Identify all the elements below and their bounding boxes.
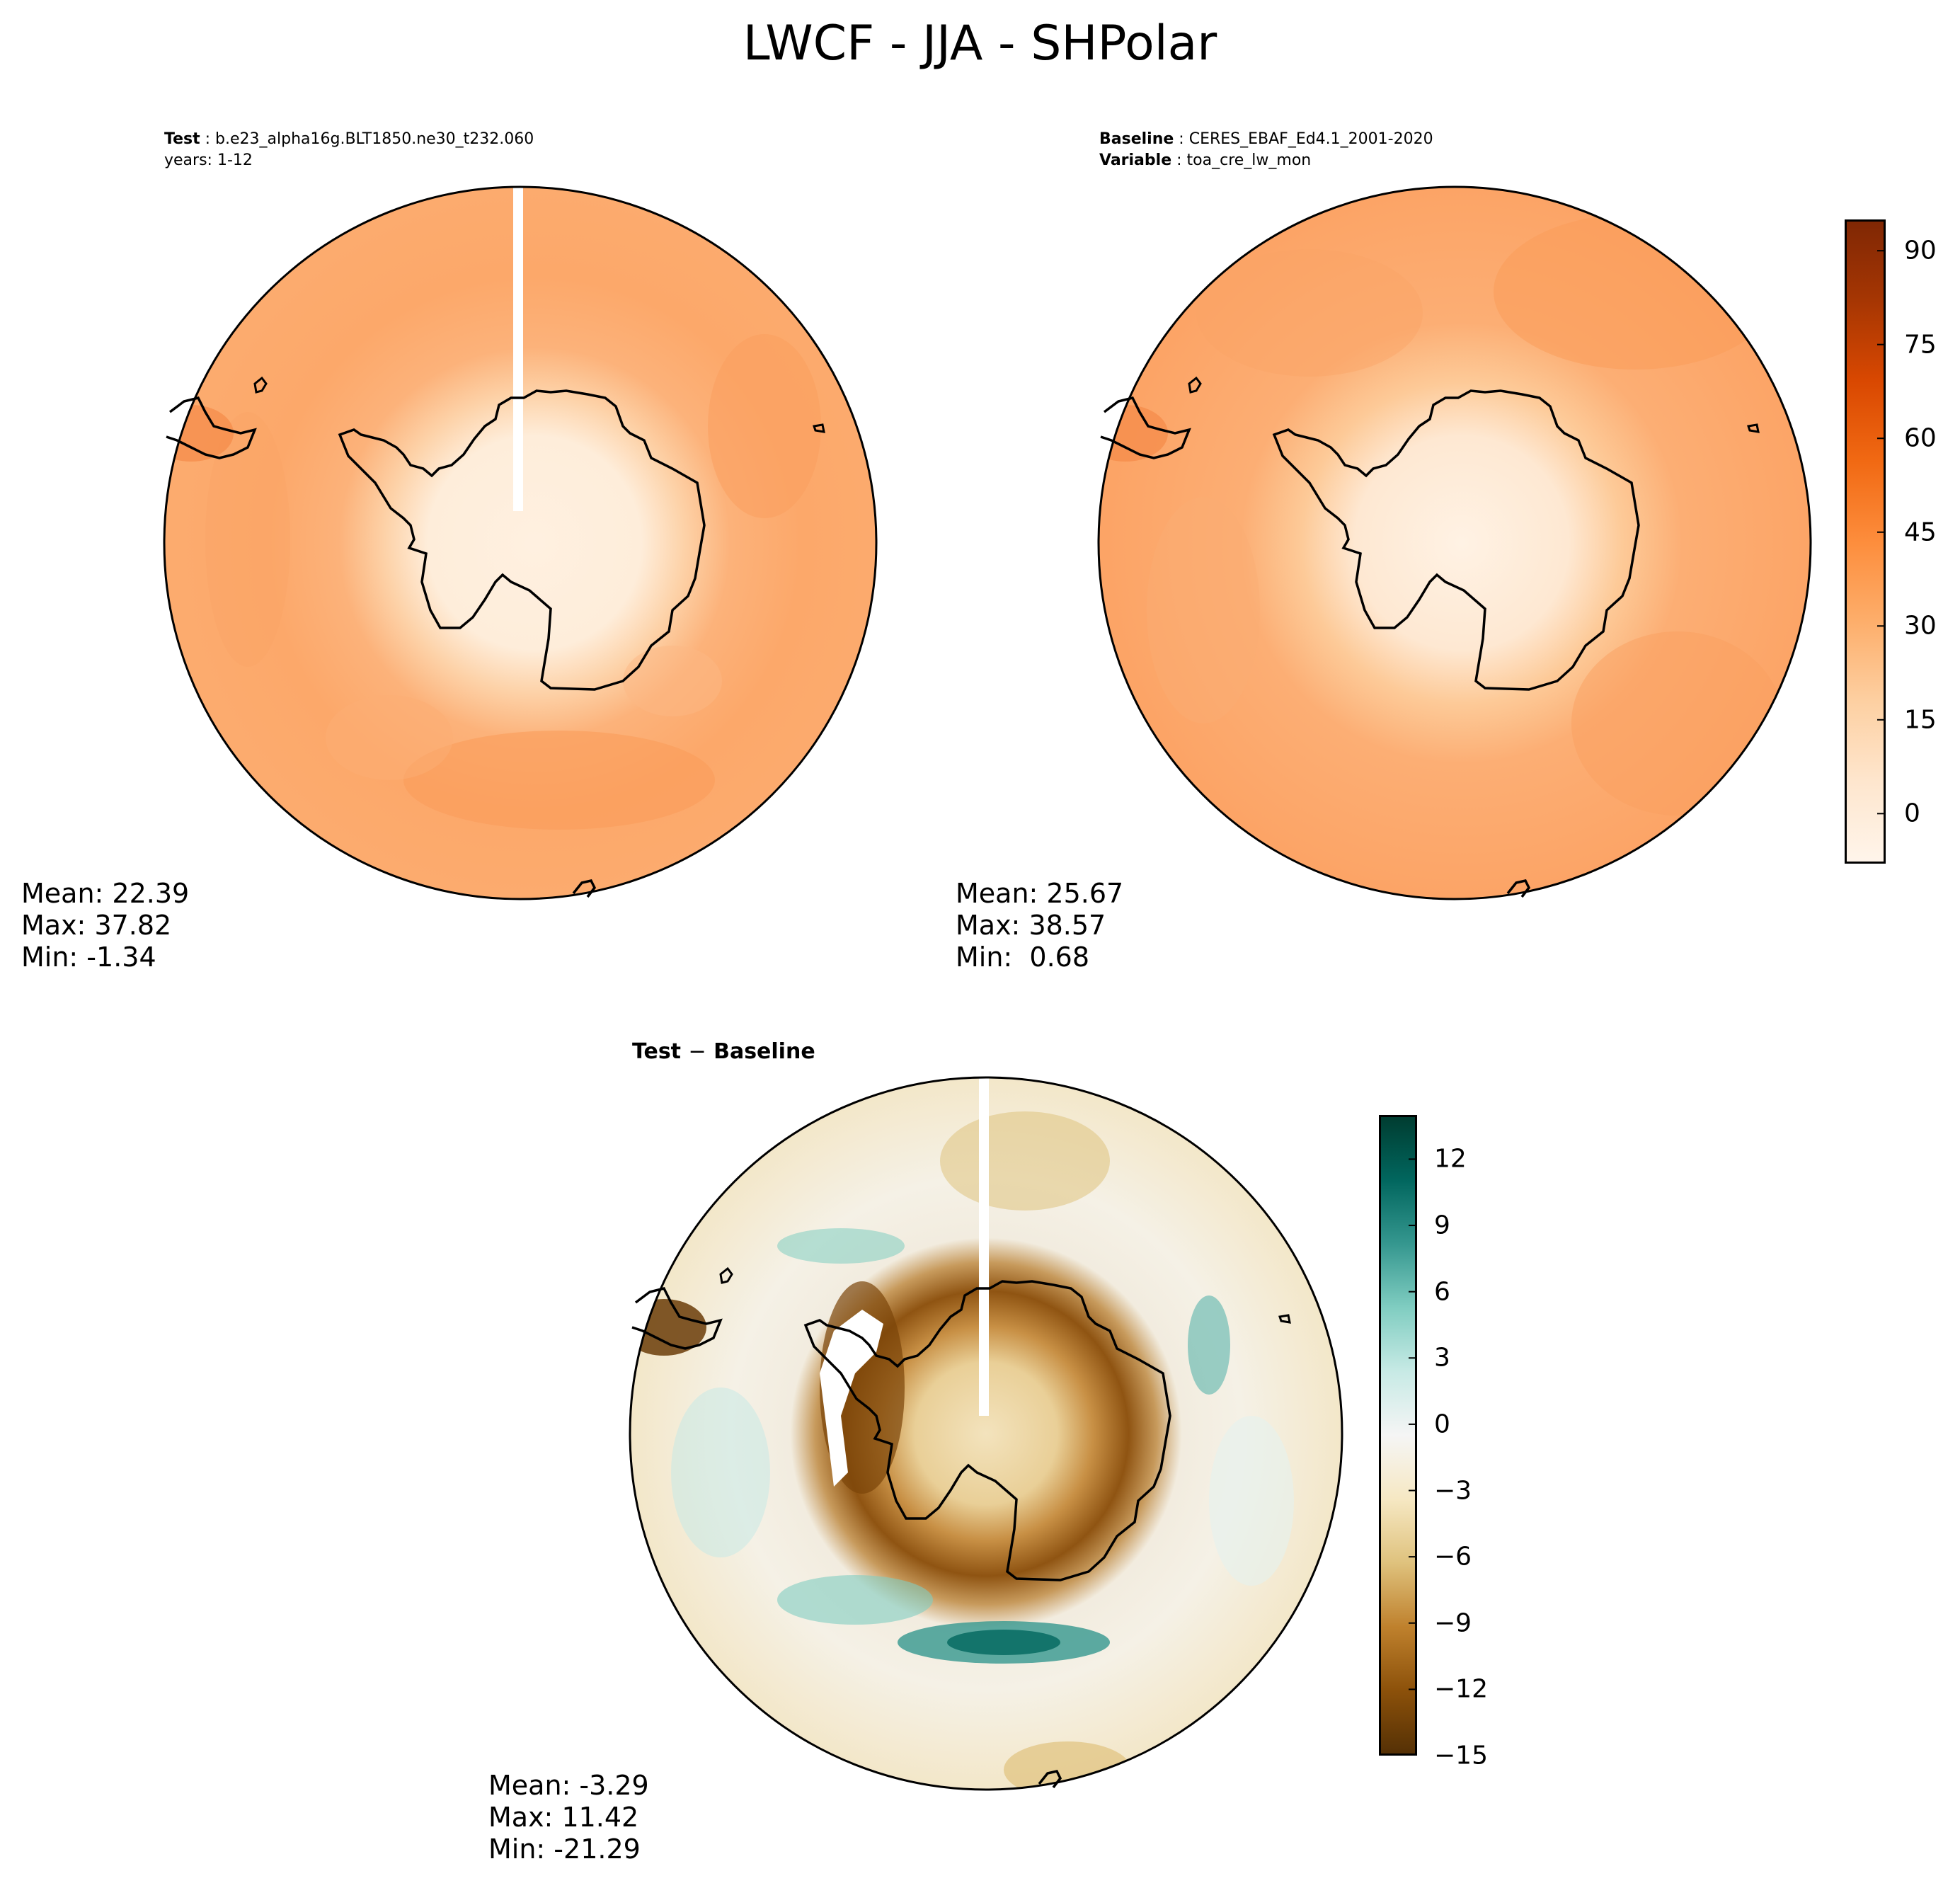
baseline-stats: Mean: 25.67 Max: 38.57 Min: 0.68: [956, 878, 1123, 973]
diff-colorbar-tick-label: −6: [1434, 1542, 1472, 1572]
diff-title: Test − Baseline: [632, 1039, 815, 1064]
diff-mean: Mean: -3.29: [488, 1770, 649, 1801]
test-map-border: [163, 185, 878, 900]
diff-title-sep: −: [688, 1039, 706, 1064]
diff-colorbar-tick-labels: −15 −12 −9 −6 −3 0 3 6 9 12: [1434, 1115, 1505, 1770]
diff-colorbar-tick-label: −12: [1434, 1674, 1488, 1704]
diff-colorbar-tick-label: 0: [1434, 1409, 1450, 1439]
main-colorbar-tick-label: 75: [1904, 330, 1937, 360]
baseline-south-america-outline: [1100, 396, 1191, 459]
diff-map: [629, 1076, 1343, 1791]
diff-island-outline: [719, 1266, 733, 1284]
main-colorbar-tick-labels: 0 15 30 45 60 75 90: [1904, 219, 1954, 864]
main-colorbar: [1845, 219, 1886, 864]
baseline-island-outline: [1188, 376, 1202, 394]
test-antarctica-coastline: [338, 389, 706, 691]
test-min: Min: -1.34: [21, 942, 156, 973]
test-max: Max: 37.82: [21, 910, 172, 941]
diff-missing-region: [820, 1310, 883, 1487]
baseline-max: Max: 38.57: [956, 910, 1106, 941]
test-case-name: b.e23_alpha16g.BLT1850.ne30_t232.060: [215, 130, 534, 148]
baseline-mean: Mean: 25.67: [956, 878, 1124, 909]
test-label: Test: [164, 130, 200, 148]
diff-colorbar-tick-label: 3: [1434, 1343, 1450, 1373]
baseline-min: Min: 0.68: [956, 942, 1089, 973]
main-colorbar-tick-label: 30: [1904, 611, 1937, 641]
main-colorbar-tick-label: 90: [1904, 236, 1937, 265]
main-colorbar-tick-label: 60: [1904, 423, 1937, 453]
diff-south-america-outline: [631, 1286, 723, 1350]
diff-colorbar-tick-label: −15: [1434, 1741, 1488, 1770]
test-island-outline-2: [813, 423, 825, 433]
diff-colorbar-tick-label: 12: [1434, 1144, 1467, 1174]
baseline-label: Baseline: [1099, 130, 1174, 148]
baseline-map: [1097, 185, 1812, 900]
baseline-header: Baseline : CERES_EBAF_Ed4.1_2001-2020 Va…: [1099, 130, 1433, 169]
baseline-island-outline-2: [1747, 423, 1760, 433]
diff-colorbar-tick-label: 9: [1434, 1211, 1450, 1240]
diff-colorbar-tick-label: −3: [1434, 1476, 1472, 1506]
diff-title-baseline: Baseline: [713, 1039, 815, 1064]
test-south-america-outline: [166, 396, 257, 459]
main-colorbar-fill: [1845, 219, 1886, 864]
diff-island-outline-2: [1278, 1314, 1291, 1324]
main-colorbar-tick-label: 0: [1904, 799, 1920, 828]
test-years: years: 1-12: [164, 151, 253, 169]
diff-colorbar-tick-label: −9: [1434, 1608, 1472, 1638]
test-mean: Mean: 22.39: [21, 878, 190, 909]
figure-title: LWCF - JJA - SHPolar: [743, 16, 1217, 71]
diff-colorbar: [1379, 1115, 1417, 1756]
diff-data-gap: [979, 1077, 989, 1416]
diff-colorbar-tick-label: 6: [1434, 1277, 1450, 1307]
diff-antarctica-coastline: [803, 1280, 1171, 1581]
main-colorbar-tick-label: 15: [1904, 705, 1937, 735]
diff-map-border: [629, 1076, 1343, 1791]
variable-name: toa_cre_lw_mon: [1186, 151, 1312, 169]
baseline-dataset: CERES_EBAF_Ed4.1_2001-2020: [1188, 130, 1433, 148]
baseline-map-border: [1097, 185, 1812, 900]
test-stats: Mean: 22.39 Max: 37.82 Min: -1.34: [21, 878, 189, 973]
test-header: Test : b.e23_alpha16g.BLT1850.ne30_t232.…: [164, 129, 534, 171]
test-map: [163, 185, 878, 900]
diff-stats: Mean: -3.29 Max: 11.42 Min: -21.29: [488, 1770, 649, 1865]
diff-title-test: Test: [632, 1039, 682, 1064]
main-colorbar-tick-label: 45: [1904, 517, 1937, 547]
diff-max: Max: 11.42: [488, 1802, 639, 1833]
test-data-gap: [513, 187, 523, 511]
test-island-outline: [253, 376, 268, 394]
diff-min: Min: -21.29: [488, 1833, 641, 1865]
diff-colorbar-fill: [1379, 1115, 1417, 1756]
variable-label: Variable: [1099, 151, 1172, 169]
baseline-antarctica-coastline: [1272, 389, 1640, 691]
